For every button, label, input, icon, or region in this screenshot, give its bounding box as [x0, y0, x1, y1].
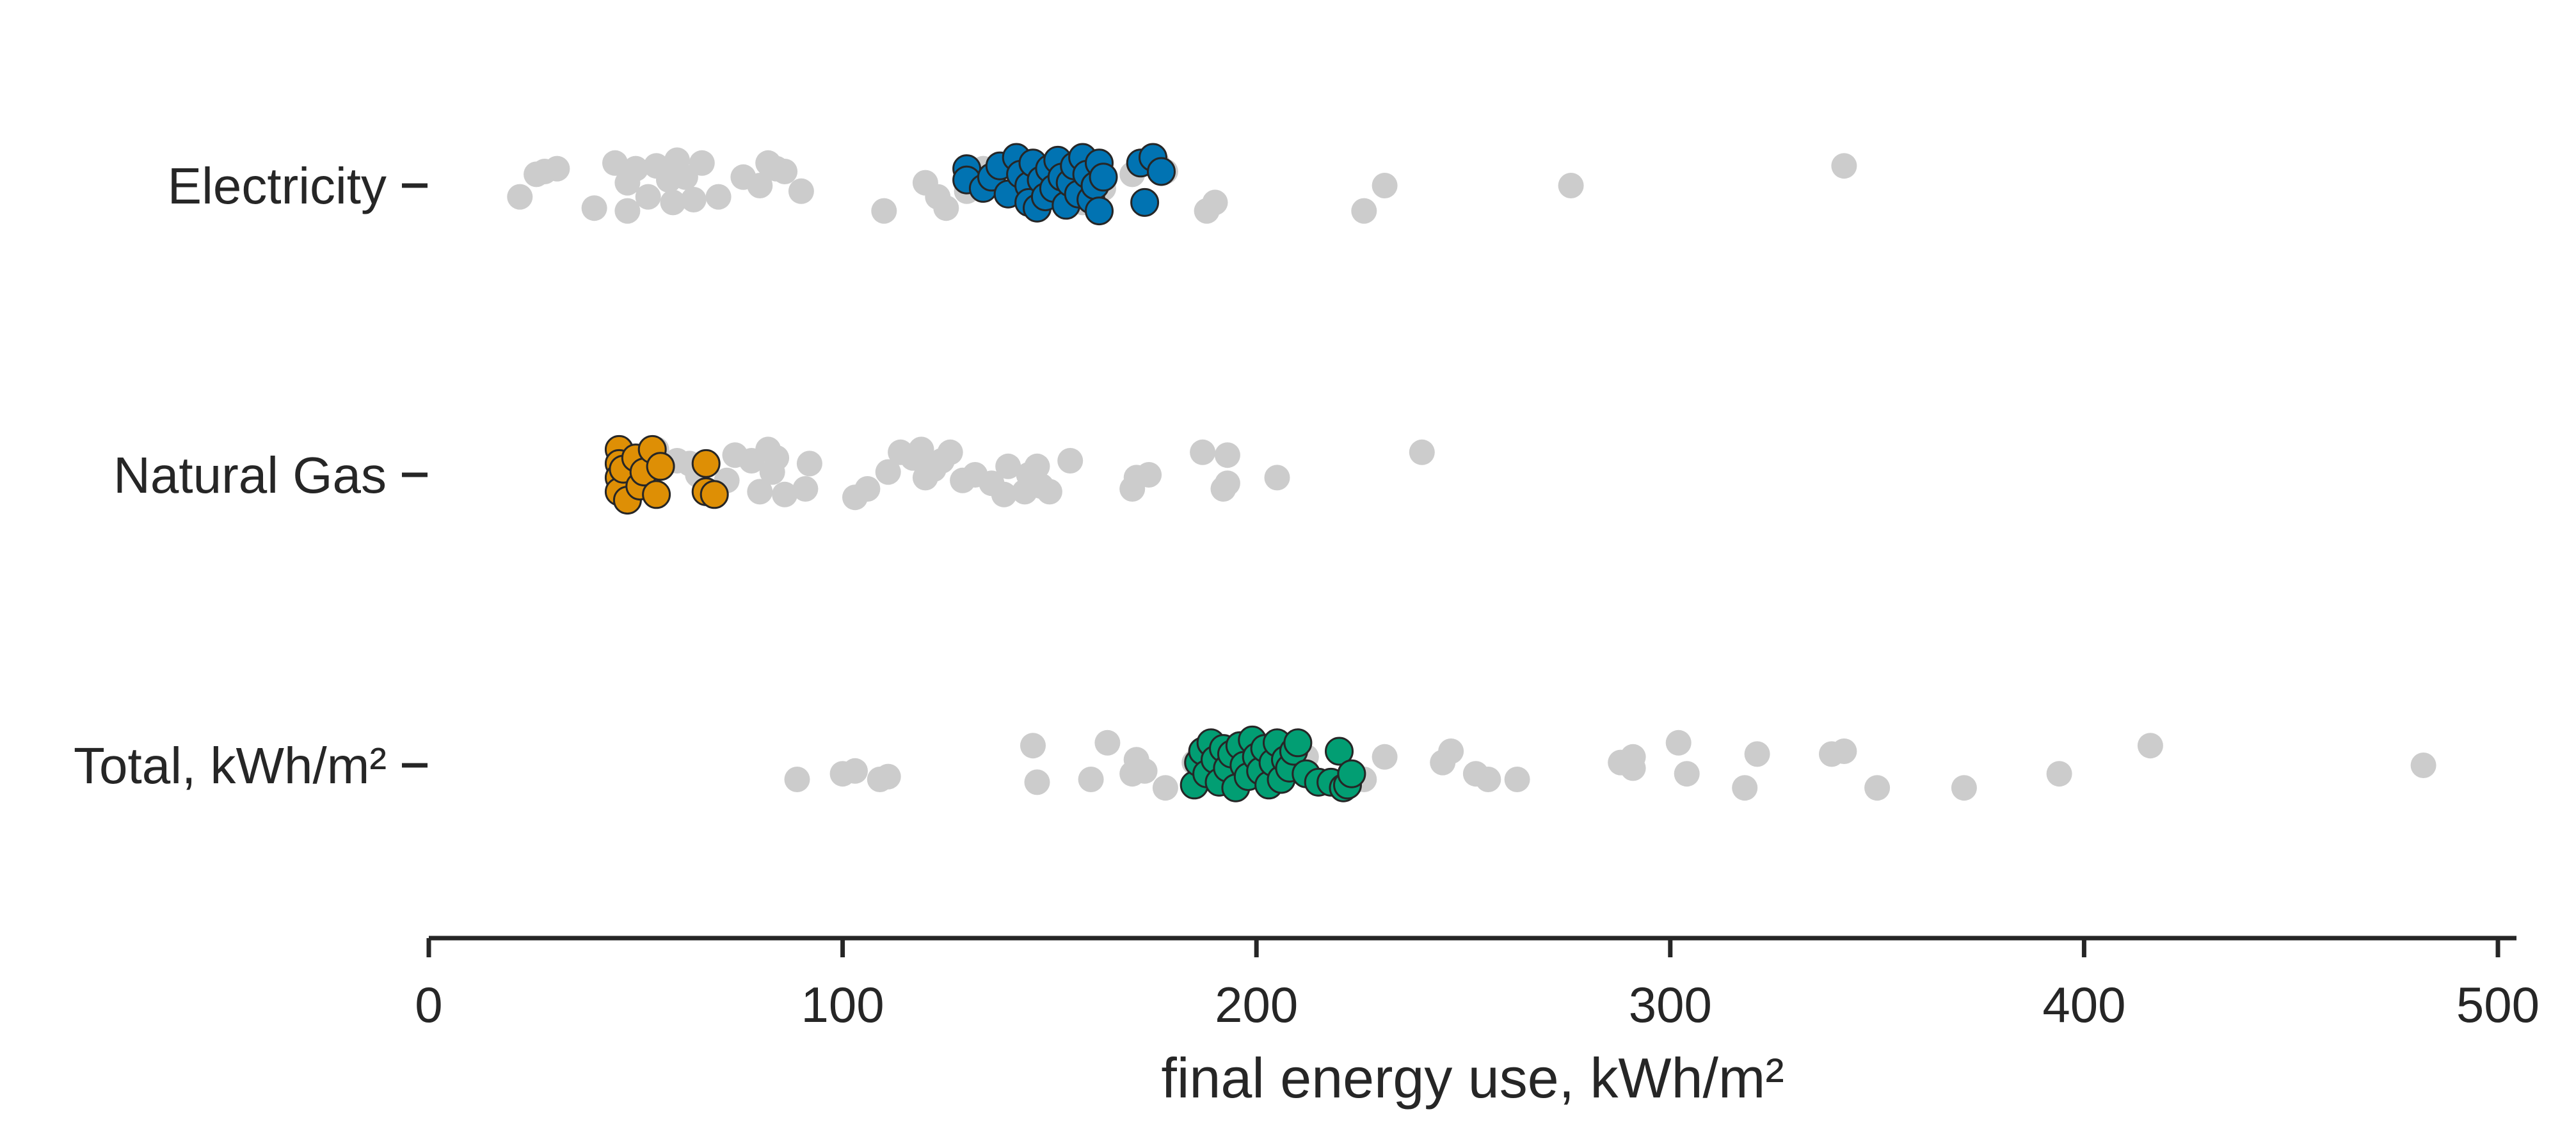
background-point [1024, 453, 1050, 479]
highlight-point [1147, 157, 1176, 186]
background-point [875, 459, 901, 485]
background-point [1094, 729, 1121, 756]
background-point [1620, 755, 1646, 781]
background-point [842, 758, 868, 784]
category-label: Total, kWh/m² [74, 737, 387, 794]
background-point [1372, 744, 1398, 770]
background-point [1475, 767, 1501, 792]
background-point [602, 150, 628, 176]
background-point [784, 767, 810, 792]
background-point [1202, 189, 1228, 216]
data-points-layer [507, 143, 2436, 802]
highlight-series [604, 434, 729, 515]
background-point [788, 178, 814, 204]
x-axis-ticks: 0 100 200 300 400 500 [415, 938, 2540, 1033]
background-point [1674, 761, 1700, 787]
background-point [937, 439, 963, 465]
background-point [875, 763, 901, 790]
category-label: Natural Gas [113, 447, 387, 504]
background-point [871, 198, 897, 224]
highlight-point [642, 480, 671, 509]
background-point [991, 481, 1017, 507]
highlight-series [1180, 725, 1366, 802]
background-point [1036, 479, 1062, 505]
highlight-point [1089, 163, 1118, 192]
background-point [1744, 741, 1770, 767]
x-axis-title: final energy use, kWh/m² [1161, 1046, 1784, 1110]
background-point [854, 476, 881, 502]
highlight-point [646, 452, 675, 481]
background-point [1264, 465, 1290, 491]
background-point [614, 198, 641, 224]
background-point [1057, 448, 1084, 474]
background-point [1665, 729, 1692, 756]
background-point [2137, 733, 2163, 759]
background-series [606, 436, 1435, 511]
background-point [792, 476, 819, 502]
highlight-point [1130, 187, 1160, 217]
background-point [1409, 439, 1435, 465]
background-point [581, 195, 607, 221]
highlight-point [1085, 196, 1114, 226]
category-label: Electricity [168, 157, 387, 214]
background-point [747, 173, 773, 198]
background-point [1831, 738, 1857, 764]
background-point [995, 453, 1021, 479]
highlight-point [1325, 737, 1354, 766]
highlight-point [1283, 728, 1313, 758]
background-series [507, 147, 1857, 224]
background-point [764, 445, 790, 471]
highlight-point [691, 449, 721, 478]
background-point [1504, 767, 1530, 792]
background-point [1024, 769, 1050, 795]
background-point [933, 195, 959, 221]
background-point [1438, 738, 1464, 764]
background-series [784, 729, 2436, 801]
x-tick-label: 400 [2042, 977, 2125, 1033]
background-point [1078, 767, 1104, 792]
background-point [1020, 733, 1046, 759]
background-point [1831, 153, 1857, 179]
background-point [1558, 173, 1584, 198]
x-tick-label: 100 [801, 977, 884, 1033]
background-point [908, 436, 934, 463]
x-tick-label: 0 [415, 977, 442, 1033]
x-tick-label: 200 [1215, 977, 1298, 1033]
background-point [623, 155, 649, 182]
background-point [2410, 753, 2436, 778]
x-tick-label: 300 [1629, 977, 1712, 1033]
background-point [635, 184, 661, 210]
background-point [1214, 442, 1240, 468]
background-point [772, 159, 798, 184]
background-point [544, 155, 570, 182]
background-point [705, 184, 732, 210]
category-axis: Electricity Natural Gas Total, kWh/m² [74, 157, 428, 794]
background-point [747, 479, 773, 505]
background-point [1136, 462, 1162, 488]
highlight-point [700, 480, 729, 509]
highlight-series [952, 143, 1176, 226]
background-point [689, 150, 715, 176]
background-point [660, 189, 686, 216]
background-point [2046, 761, 2072, 787]
background-point [772, 481, 798, 507]
x-tick-label: 500 [2456, 977, 2540, 1033]
background-point [1190, 439, 1216, 465]
background-point [1951, 775, 1977, 801]
background-point [1732, 775, 1758, 801]
background-point [1372, 173, 1398, 198]
background-point [1351, 198, 1377, 224]
highlight-point [1337, 759, 1366, 788]
background-point [1864, 775, 1891, 801]
background-point [1214, 470, 1240, 497]
background-point [796, 450, 822, 477]
background-point [507, 184, 533, 210]
background-point [680, 187, 707, 212]
background-point [1132, 758, 1158, 784]
background-point [1152, 775, 1178, 801]
